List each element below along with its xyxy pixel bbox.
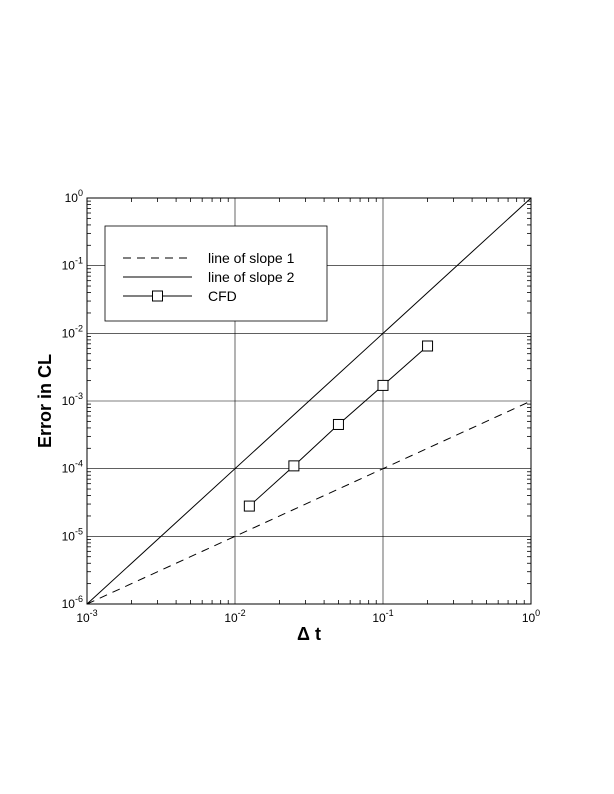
data-point [288, 460, 300, 472]
y-tick-label: 10-3 [62, 391, 83, 408]
data-point [243, 500, 255, 512]
series-line-of-slope-1 [86, 400, 532, 605]
y-tick-label: 10-1 [62, 256, 83, 273]
x-axis-title: Δ t [297, 624, 321, 644]
y-tick-label: 10-4 [62, 459, 83, 476]
plot-frame [86, 197, 532, 605]
legend-box [104, 225, 328, 322]
legend-label: line of slope 2 [208, 269, 295, 285]
x-tick-label: 10-1 [372, 608, 393, 625]
legend-item: line of slope 2 [123, 269, 295, 285]
series-line [86, 197, 532, 605]
y-tick-label: 10-6 [62, 594, 83, 611]
x-tick-label: 100 [522, 608, 540, 625]
legend-marker [152, 290, 163, 302]
minor-ticks [87, 198, 531, 604]
y-tick-label: 10-2 [62, 323, 83, 340]
x-tick-labels: 10-3 10-2 10-1 100 [76, 608, 540, 625]
legend-label: line of slope 1 [208, 250, 295, 266]
legend-item: line of slope 1 [123, 250, 295, 266]
y-axis-title: Error in CL [35, 354, 55, 448]
data-point [332, 418, 344, 430]
legend-item: CFD [123, 288, 237, 304]
series-cfd [243, 340, 434, 512]
data-point [422, 340, 434, 352]
legend: line of slope 1 line of slope 2 CFD [104, 225, 328, 322]
series-line-of-slope-2 [86, 197, 532, 605]
series-line [86, 400, 532, 605]
x-tick-label: 10-2 [224, 608, 245, 625]
legend-label: CFD [208, 288, 237, 304]
y-tick-labels: 10-6 10-5 10-4 10-3 10-2 10-1 100 [62, 188, 83, 611]
y-tick-label: 100 [65, 188, 83, 205]
data-point [377, 379, 389, 391]
series-layer [86, 197, 532, 605]
x-tick-label: 10-3 [76, 608, 97, 625]
y-tick-label: 10-5 [62, 526, 83, 543]
